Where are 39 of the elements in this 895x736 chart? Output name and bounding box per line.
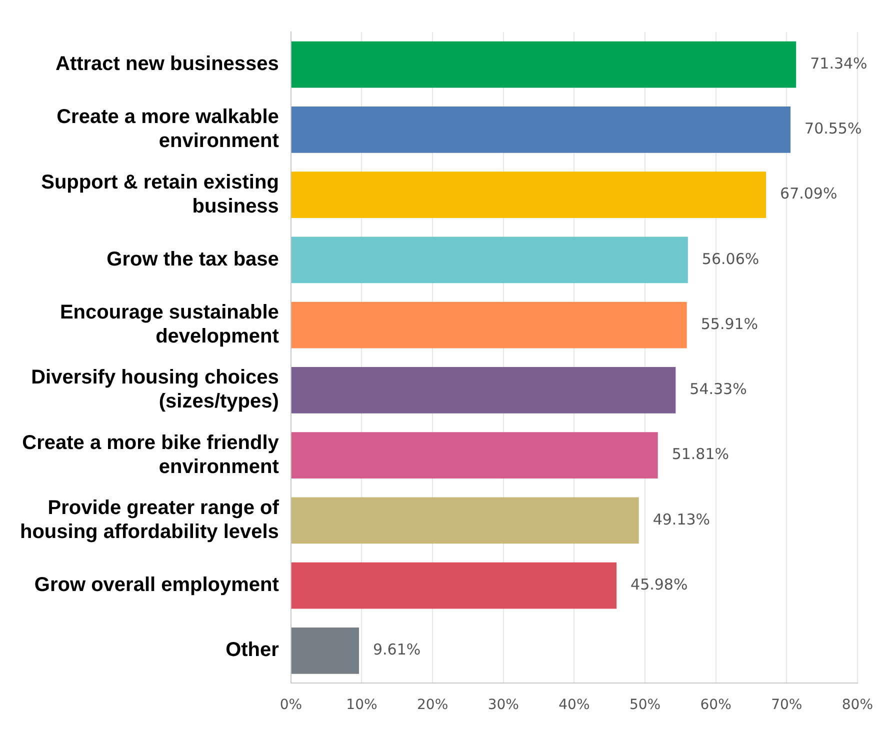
- y-tick-label: Create a more bike friendly environment: [22, 432, 280, 478]
- bar: [291, 562, 617, 609]
- y-tick-label: Support & retain existing business: [41, 171, 279, 218]
- bar: [291, 366, 676, 414]
- data-label: 9.61%: [372, 640, 421, 659]
- data-label: 45.98%: [630, 575, 688, 594]
- x-tick-label: 20%: [417, 697, 448, 714]
- x-tick-label: 60%: [700, 697, 732, 714]
- data-label: 55.91%: [700, 314, 758, 333]
- x-tick-label: 50%: [629, 697, 661, 714]
- data-label: 70.55%: [804, 120, 862, 138]
- bar: [291, 106, 791, 153]
- y-tick-label: Create a more walkable environment: [56, 106, 280, 152]
- x-tick-label: 70%: [771, 697, 802, 714]
- x-tick-label: 10%: [346, 697, 378, 714]
- bar: [291, 497, 639, 544]
- y-tick-label: Provide greater range of housing affordability levels: [20, 496, 280, 543]
- bar: [291, 236, 688, 284]
- bar: [291, 302, 687, 348]
- bar: [291, 41, 796, 88]
- y-tick-label: Grow overall employment: [34, 574, 280, 596]
- x-tick-label: 40%: [558, 697, 590, 714]
- bar: [291, 432, 658, 478]
- data-label: 51.81%: [672, 445, 730, 464]
- data-label: 67.09%: [780, 184, 838, 203]
- x-tick-label: 0%: [280, 697, 302, 714]
- y-tick-label: Attract new businesses: [56, 53, 279, 76]
- data-label: 54.33%: [690, 380, 747, 398]
- y-tick-label: Diversify housing choices (sizes/types): [31, 366, 279, 413]
- x-tick-label: 30%: [488, 697, 519, 714]
- data-label: 49.13%: [652, 510, 710, 528]
- bar: [291, 172, 766, 218]
- x-tick-label: 80%: [842, 697, 874, 714]
- y-tick-label: Other: [226, 639, 280, 662]
- data-label: 56.06%: [702, 250, 760, 268]
- data-label: 71.34%: [810, 54, 868, 72]
- y-tick-label: Encourage sustainable development: [60, 302, 280, 348]
- bar: [291, 627, 359, 674]
- y-tick-label: Grow the tax base: [106, 248, 279, 270]
